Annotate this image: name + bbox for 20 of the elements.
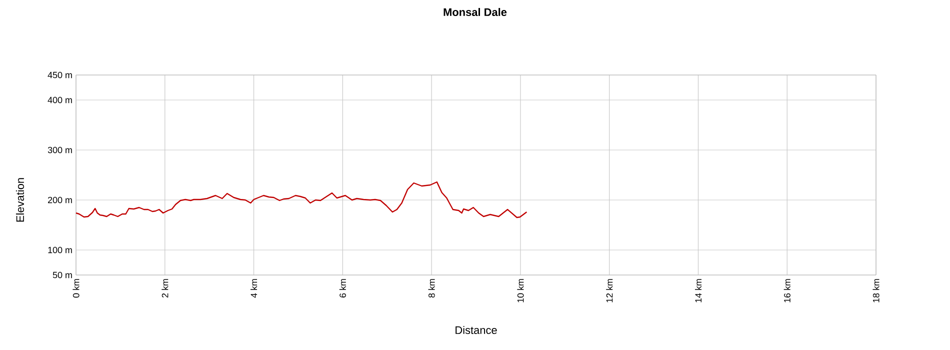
chart-title: Monsal Dale xyxy=(444,8,507,16)
x-tick-label: 2 km xyxy=(162,279,168,298)
y-tick-label: 450 m xyxy=(48,72,72,78)
y-tick-label: 200 m xyxy=(48,196,72,204)
x-tick-label: 10 km xyxy=(517,279,524,302)
y-axis-title: Elevation xyxy=(16,178,24,222)
line-series xyxy=(75,181,528,218)
x-tick-label: 16 km xyxy=(784,279,790,302)
x-axis-title: Distance xyxy=(456,326,497,334)
x-tick-label: 12 km xyxy=(606,279,613,302)
y-tick-label: 300 m xyxy=(48,146,72,154)
x-tick-label: 0 km xyxy=(72,279,80,298)
y-tick-label: 400 m xyxy=(48,96,72,104)
x-tick-label: 14 km xyxy=(694,279,702,302)
x-tick-label: 8 km xyxy=(428,279,435,298)
x-tick-label: 4 km xyxy=(250,279,258,298)
y-tick-label: 50 m xyxy=(52,272,72,278)
x-tick-label: 6 km xyxy=(339,279,346,298)
y-tick-label: 100 m xyxy=(48,246,72,254)
x-tick-label: 18 km xyxy=(872,279,880,302)
